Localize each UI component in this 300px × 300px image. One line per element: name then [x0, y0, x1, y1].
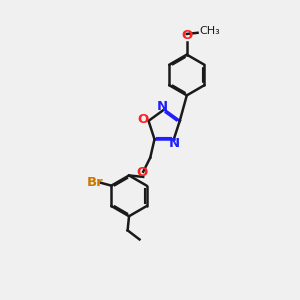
- Text: O: O: [138, 113, 149, 126]
- Text: O: O: [136, 166, 148, 178]
- Text: CH₃: CH₃: [200, 26, 220, 36]
- Text: N: N: [169, 137, 180, 150]
- Text: O: O: [181, 28, 192, 42]
- Text: N: N: [157, 100, 168, 112]
- Text: Br: Br: [87, 176, 104, 189]
